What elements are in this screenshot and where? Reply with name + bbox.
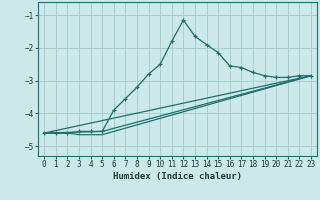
X-axis label: Humidex (Indice chaleur): Humidex (Indice chaleur) [113,172,242,181]
